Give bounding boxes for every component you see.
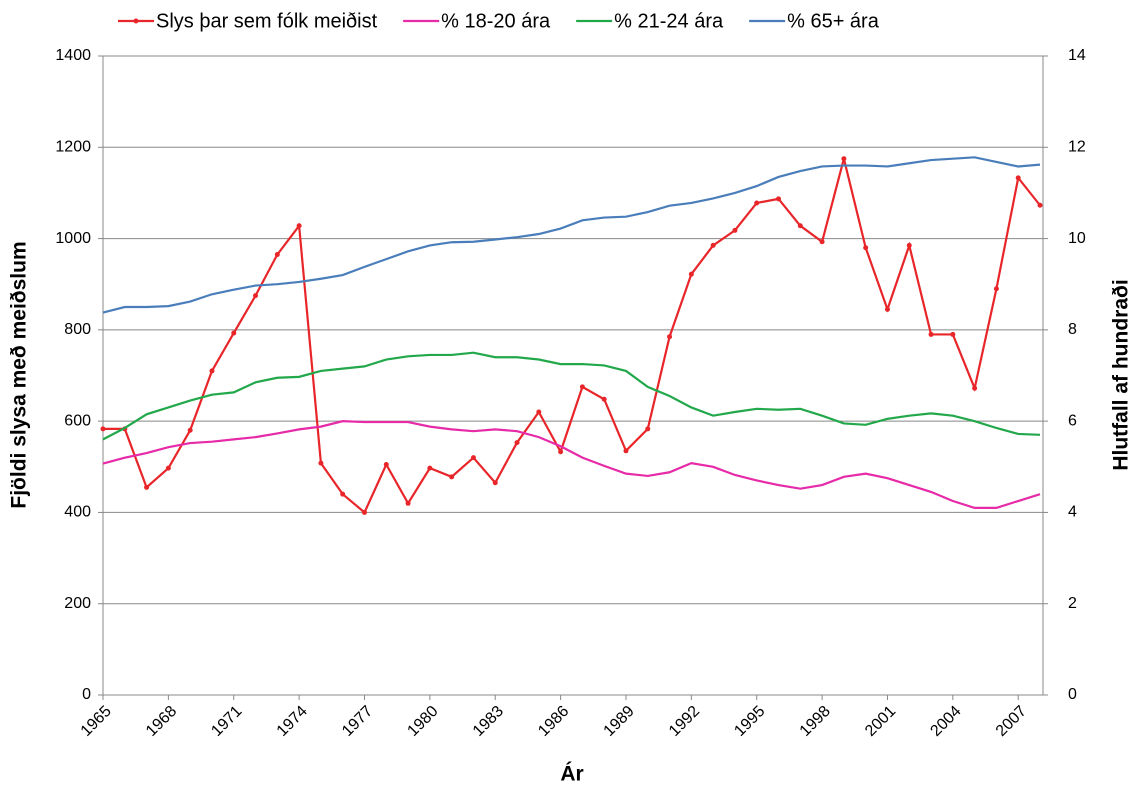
point	[754, 200, 760, 206]
legend-label: Slys þar sem fólk meiðist	[156, 10, 378, 32]
point	[318, 460, 324, 466]
x-tick-label: 1983	[470, 703, 507, 740]
y-tick-label: 800	[64, 321, 91, 338]
point	[209, 368, 215, 374]
point	[449, 474, 455, 480]
y-axis-label: Fjöldi slysa með meiðslum	[8, 241, 31, 508]
y-tick-label: 1400	[55, 47, 91, 64]
legend-marker	[133, 18, 139, 24]
point	[579, 384, 585, 390]
series-line	[102, 420, 1041, 509]
point	[950, 331, 956, 337]
point	[601, 396, 607, 402]
point	[340, 491, 346, 497]
point	[710, 242, 716, 248]
point	[884, 306, 890, 312]
x-tick-label: 1980	[404, 703, 441, 740]
point	[993, 286, 999, 292]
point	[776, 196, 782, 202]
point	[536, 409, 542, 415]
x-tick-label: 1986	[535, 703, 572, 740]
y-tick-label: 200	[64, 595, 91, 612]
y2-axis-label: Hlutfall af hundraði	[1110, 279, 1133, 470]
point	[296, 223, 302, 229]
series-line	[103, 158, 1041, 515]
point	[514, 440, 520, 446]
point	[623, 448, 629, 454]
x-tick-label: 1992	[666, 703, 703, 740]
y2-tick-label: 0	[1068, 686, 1077, 703]
point	[165, 465, 171, 471]
x-tick-label: 1971	[208, 703, 245, 740]
point	[100, 426, 106, 432]
x-tick-label: 2007	[993, 703, 1030, 740]
y-tick-label: 1000	[55, 230, 91, 247]
point	[972, 385, 978, 391]
x-tick-label: 1977	[339, 703, 376, 740]
y2-tick-label: 8	[1068, 321, 1077, 338]
x-tick-label: 1974	[274, 703, 311, 740]
y-tick-label: 400	[64, 504, 91, 521]
point	[253, 293, 259, 299]
point	[427, 465, 433, 471]
point	[361, 509, 367, 515]
x-tick-label: 2004	[927, 703, 964, 740]
point	[819, 239, 825, 245]
point	[928, 331, 934, 337]
point	[797, 223, 803, 229]
point	[470, 455, 476, 461]
point	[1037, 202, 1043, 208]
series-line	[102, 156, 1041, 314]
legend-label: % 65+ ára	[787, 10, 880, 32]
point	[732, 227, 738, 233]
y2-tick-label: 2	[1068, 595, 1077, 612]
point	[906, 242, 912, 248]
y2-tick-label: 14	[1068, 47, 1086, 64]
x-tick-label: 1995	[731, 703, 768, 740]
point	[383, 462, 389, 468]
x-tick-label: 2001	[862, 703, 899, 740]
x-tick-label: 1965	[78, 703, 115, 740]
x-tick-label: 1989	[601, 703, 638, 740]
x-tick-label: 1998	[797, 703, 834, 740]
point	[558, 449, 564, 455]
point	[492, 480, 498, 486]
y-tick-label: 0	[82, 686, 91, 703]
point	[645, 426, 651, 432]
x-axis-label: Ár	[560, 763, 583, 786]
point	[274, 252, 280, 258]
x-tick-label: 1968	[143, 703, 180, 740]
series-line	[102, 351, 1041, 441]
y2-tick-label: 10	[1068, 230, 1086, 247]
point	[863, 245, 869, 251]
point	[1015, 175, 1021, 181]
y-tick-label: 1200	[55, 139, 91, 156]
y2-tick-label: 12	[1068, 139, 1086, 156]
legend-label: % 18-20 ára	[441, 10, 551, 32]
y-tick-label: 600	[64, 412, 91, 429]
point	[231, 330, 237, 336]
point	[187, 427, 193, 433]
legend-label: % 21-24 ára	[614, 10, 724, 32]
point	[144, 484, 150, 490]
y2-tick-label: 6	[1068, 412, 1077, 429]
point	[841, 156, 847, 162]
y2-tick-label: 4	[1068, 504, 1077, 521]
point	[688, 271, 694, 277]
point	[405, 500, 411, 506]
point	[667, 334, 673, 340]
